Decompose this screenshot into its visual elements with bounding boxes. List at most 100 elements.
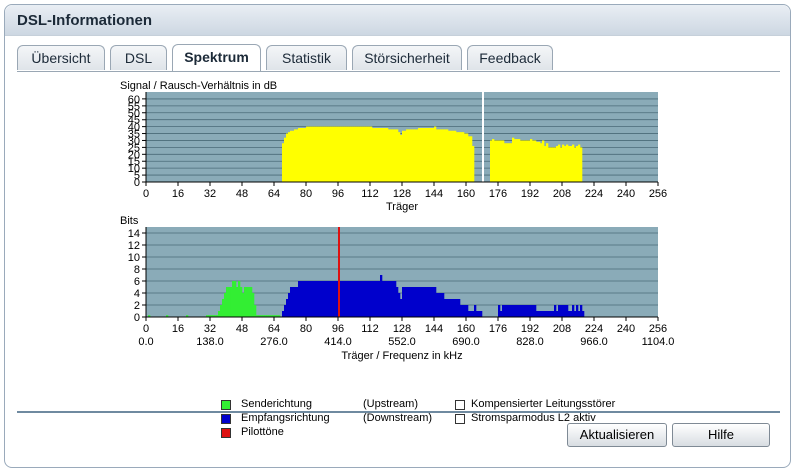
bar-fill-0-0 bbox=[320, 126, 323, 182]
bar-1-1 bbox=[542, 311, 545, 317]
tab-spectrum[interactable]: Spektrum bbox=[172, 44, 261, 72]
bar-0-0 bbox=[558, 144, 561, 182]
bar-fill-1-0 bbox=[260, 315, 263, 317]
x-tick-label: 0 bbox=[143, 188, 149, 200]
bar-1-1 bbox=[578, 311, 581, 317]
bar-fill-0-0 bbox=[504, 143, 507, 182]
bar-fill-1-1 bbox=[358, 281, 361, 317]
bar-fill-1-0 bbox=[210, 315, 213, 317]
bar-fill-1-1 bbox=[424, 287, 427, 317]
tab-interference[interactable]: Störsicherheit bbox=[352, 45, 462, 70]
x-tick-label: 80 bbox=[300, 188, 312, 200]
bar-1-0 bbox=[234, 281, 237, 317]
x-tick-label: 240 bbox=[617, 323, 635, 335]
bar-fill-1-1 bbox=[360, 281, 363, 317]
bar-fill-0-0 bbox=[416, 129, 419, 182]
bar-fill-1-1 bbox=[428, 287, 431, 317]
bar-fill-0-0 bbox=[444, 129, 447, 182]
bar-fill-0-0 bbox=[456, 132, 459, 182]
bar-1-1 bbox=[402, 287, 405, 317]
bar-fill-0-0 bbox=[424, 128, 427, 182]
y-tick-label: 0 bbox=[134, 312, 140, 324]
bar-fill-1-1 bbox=[328, 281, 331, 317]
legend-label-downstream: Empfangsrichtung bbox=[241, 412, 330, 424]
bar-1-0 bbox=[252, 293, 255, 317]
bar-0-0 bbox=[338, 126, 341, 182]
bar-1-0 bbox=[206, 315, 209, 317]
bar-fill-0-0 bbox=[364, 126, 367, 182]
bar-fill-0-0 bbox=[360, 126, 363, 182]
x-tick-label: 160 bbox=[457, 323, 475, 335]
tab-feedback[interactable]: Feedback bbox=[467, 45, 553, 70]
freq-tick-label: 138.0 bbox=[196, 336, 224, 348]
tab-overview[interactable]: Übersicht bbox=[17, 45, 105, 70]
bar-1-1 bbox=[396, 287, 399, 317]
bar-fill-0-0 bbox=[362, 126, 365, 182]
bar-fill-0-0 bbox=[422, 128, 425, 182]
bar-fill-0-0 bbox=[374, 128, 377, 182]
freq-tick-label: 276.0 bbox=[260, 336, 288, 348]
bar-fill-1-1 bbox=[384, 281, 387, 317]
bar-fill-0-0 bbox=[436, 129, 439, 182]
bar-fill-1-1 bbox=[454, 299, 457, 317]
bar-fill-1-1 bbox=[512, 305, 515, 317]
title-bar: DSL-Informationen bbox=[5, 5, 790, 36]
bar-fill-1-1 bbox=[376, 281, 379, 317]
y-tick-label: 60 bbox=[128, 94, 140, 106]
bar-fill-1-1 bbox=[412, 287, 415, 317]
y-tick-label: 10 bbox=[128, 252, 140, 264]
bar-fill-1-1 bbox=[340, 281, 343, 317]
bar-fill-0-0 bbox=[352, 126, 355, 182]
bar-0-0 bbox=[294, 129, 297, 182]
bar-fill-1-1 bbox=[472, 311, 475, 317]
bar-0-0 bbox=[566, 144, 569, 182]
bar-fill-1-1 bbox=[404, 287, 407, 317]
freq-tick-label: 966.0 bbox=[580, 336, 608, 348]
bar-1-1 bbox=[530, 305, 533, 317]
bar-0-0 bbox=[492, 139, 495, 182]
bar-fill-1-1 bbox=[332, 281, 335, 317]
bar-0-0 bbox=[470, 136, 473, 182]
bar-0-0 bbox=[544, 146, 547, 182]
legend-label-pilot: Pilottöne bbox=[241, 426, 284, 438]
bar-1-0 bbox=[232, 281, 235, 317]
x-tick-label: 208 bbox=[553, 188, 571, 200]
bar-1-1 bbox=[370, 281, 373, 317]
bar-1-1 bbox=[470, 311, 473, 317]
bar-fill-0-0 bbox=[324, 126, 327, 182]
bar-0-0 bbox=[576, 146, 579, 182]
bar-fill-1-1 bbox=[536, 311, 539, 317]
bar-1-0 bbox=[186, 315, 189, 317]
x-tick-label: 64 bbox=[268, 188, 280, 200]
bar-1-1 bbox=[284, 305, 287, 317]
bar-fill-1-1 bbox=[368, 281, 371, 317]
freq-tick-label: 414.0 bbox=[324, 336, 352, 348]
bar-1-1 bbox=[380, 275, 383, 317]
x-tick-label: 32 bbox=[204, 188, 216, 200]
bar-1-1 bbox=[576, 305, 579, 317]
bar-1-1 bbox=[556, 311, 559, 317]
bar-0-0 bbox=[580, 147, 583, 182]
help-button[interactable]: Hilfe bbox=[672, 423, 770, 447]
bar-fill-1-1 bbox=[414, 287, 417, 317]
bar-fill-1-1 bbox=[416, 287, 419, 317]
bar-1-0 bbox=[230, 287, 233, 317]
bar-fill-0-0 bbox=[332, 126, 335, 182]
y-axis-title: Bits bbox=[120, 215, 139, 227]
tab-statistics[interactable]: Statistik bbox=[266, 45, 347, 70]
y-tick-label: 30 bbox=[128, 135, 140, 147]
bar-1-1 bbox=[480, 311, 483, 317]
x-axis-title: Träger / Frequenz in kHz bbox=[341, 350, 462, 362]
bar-0-0 bbox=[370, 126, 373, 182]
refresh-button[interactable]: Aktualisieren bbox=[567, 423, 667, 447]
bar-1-1 bbox=[534, 305, 537, 317]
bar-1-1 bbox=[290, 287, 293, 317]
bar-fill-1-1 bbox=[436, 293, 439, 317]
bar-fill-1-0 bbox=[270, 315, 273, 317]
bar-1-1 bbox=[378, 281, 381, 317]
bar-fill-0-0 bbox=[522, 140, 525, 182]
bar-0-0 bbox=[446, 129, 449, 182]
bar-1-1 bbox=[406, 287, 409, 317]
tab-dsl[interactable]: DSL bbox=[110, 45, 167, 70]
